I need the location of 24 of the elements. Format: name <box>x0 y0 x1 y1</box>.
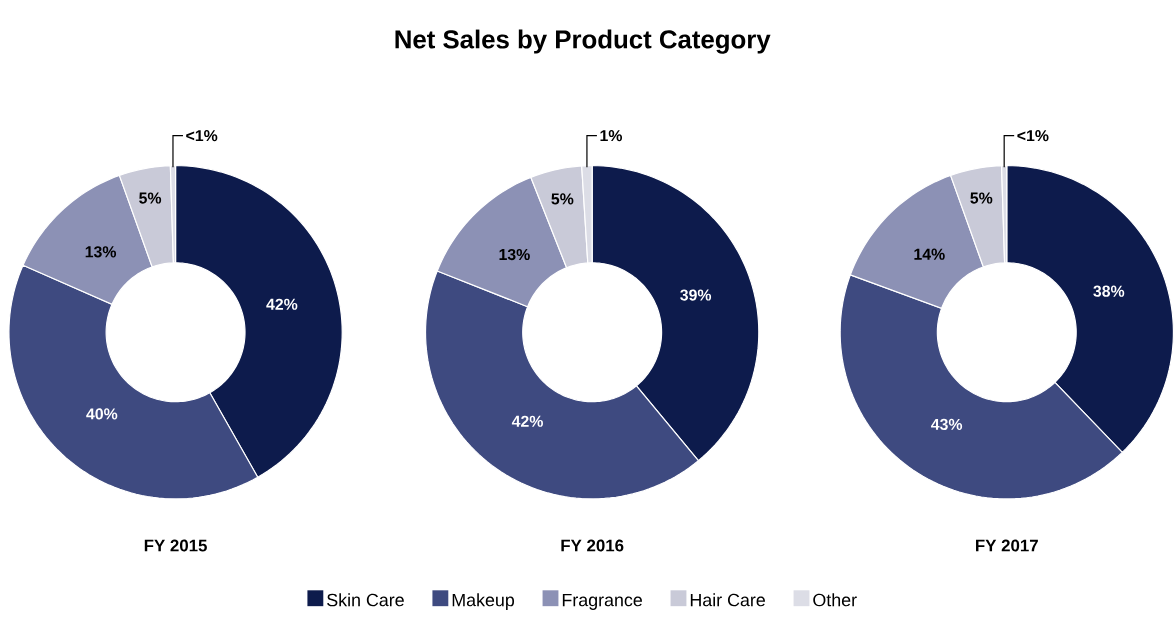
chart-title: Net Sales by Product Category <box>395 29 771 54</box>
legend-label: Hair Care <box>690 593 765 607</box>
data-label: <1% <box>186 130 218 142</box>
data-label: 42% <box>266 298 298 310</box>
data-label: 5% <box>551 193 574 205</box>
data-label: 40% <box>86 408 118 420</box>
data-label: 42% <box>511 415 543 427</box>
data-label: 39% <box>680 289 712 301</box>
data-label: 13% <box>85 246 117 258</box>
data-label: 43% <box>931 418 963 431</box>
data-label: 38% <box>1093 285 1125 297</box>
legend-label: Makeup <box>452 593 515 610</box>
text: FY 2015 <box>144 539 207 552</box>
data-label: 1% <box>600 130 623 142</box>
data-label: 5% <box>139 192 162 204</box>
legend-label: Fragrance <box>562 593 642 610</box>
data-label: 13% <box>499 248 530 261</box>
legend-label: Skin Care <box>327 593 404 607</box>
text: FY 2016 <box>561 539 624 552</box>
data-label: 5% <box>970 192 993 204</box>
data-label: <1% <box>1017 130 1049 142</box>
legend-label: Other <box>813 593 857 607</box>
data-label: 14% <box>914 248 945 260</box>
text: FY 2017 <box>976 539 1038 552</box>
